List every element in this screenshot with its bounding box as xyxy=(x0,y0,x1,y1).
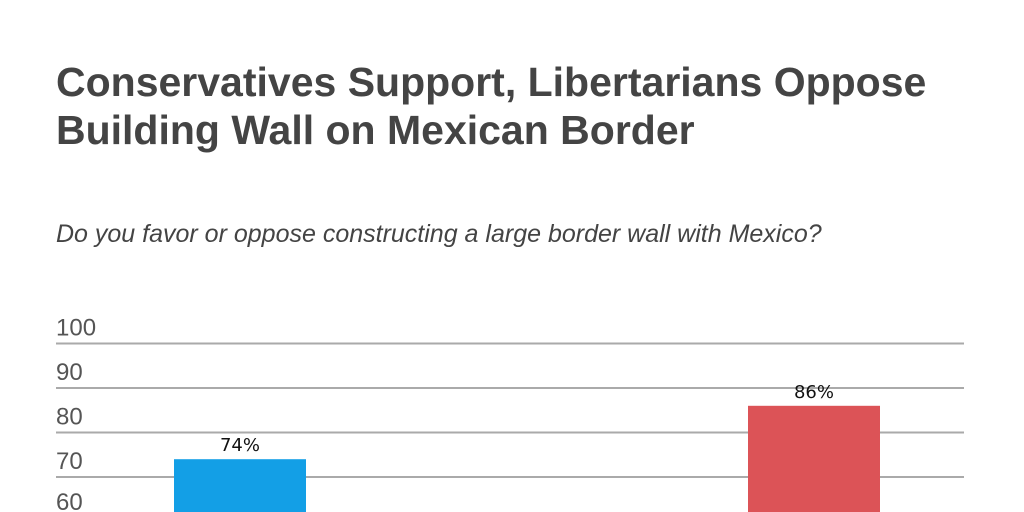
y-tick-label: 60 xyxy=(56,489,83,512)
y-tick-label: 90 xyxy=(56,359,83,386)
chart-subtitle: Do you favor or oppose constructing a la… xyxy=(56,220,822,248)
y-tick-label: 100 xyxy=(56,315,96,342)
chart-title: Conservatives Support, Libertarians Oppo… xyxy=(56,59,927,153)
y-tick-label: 80 xyxy=(56,404,83,431)
data-label: 74% xyxy=(220,435,260,456)
bar xyxy=(174,459,306,512)
y-tick-label: 70 xyxy=(56,448,83,475)
data-label: 86% xyxy=(794,382,834,403)
bar xyxy=(748,405,880,512)
